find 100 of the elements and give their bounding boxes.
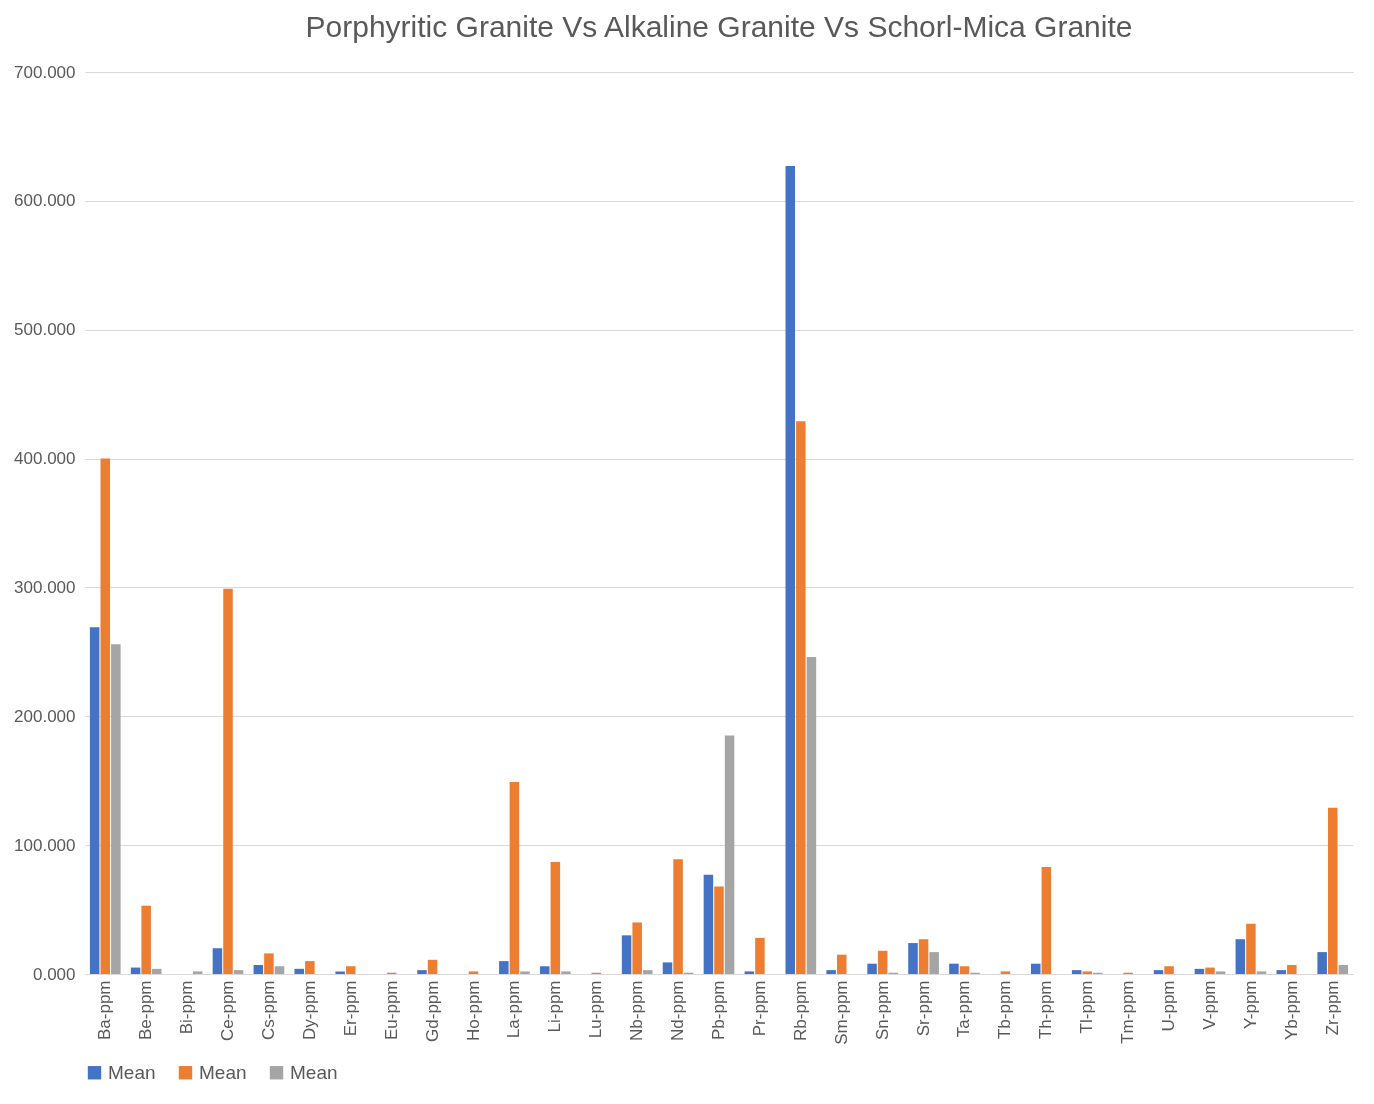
x-tick-label: Ho-ppm (463, 980, 483, 1041)
bar (959, 966, 970, 974)
bar (141, 905, 151, 974)
bar (877, 950, 888, 974)
x-tick-label: Pr-ppm (749, 980, 769, 1037)
bar (918, 939, 929, 974)
bar (1164, 966, 1174, 974)
bar (520, 971, 530, 974)
bar (1153, 970, 1164, 974)
y-tick-label: 100.000 (14, 835, 76, 855)
bar (561, 971, 571, 974)
bar (796, 421, 806, 974)
bar (1030, 963, 1041, 974)
x-tick-label: V-ppm (1200, 980, 1219, 1030)
bar (621, 935, 632, 974)
bar (1071, 970, 1082, 974)
bar (345, 966, 356, 974)
x-tick-label: Sr-ppm (913, 980, 933, 1037)
x-tick-label: Tm-ppm (1118, 980, 1138, 1044)
x-tick-label: Nd-ppm (668, 980, 688, 1041)
x-tick-label: Nb-ppm (627, 980, 647, 1041)
bar (151, 968, 162, 974)
bar (1194, 968, 1205, 974)
bar (1276, 970, 1287, 974)
bar (714, 886, 724, 974)
bar (755, 937, 765, 974)
bar (1205, 967, 1215, 974)
x-tick-label: Be-ppm (136, 980, 156, 1041)
x-tick-label: Sm-ppm (831, 980, 851, 1045)
y-tick-label: 300.000 (14, 577, 76, 597)
bar (1000, 971, 1011, 974)
bar (1235, 939, 1246, 974)
bar (294, 968, 305, 974)
bar (264, 953, 274, 974)
x-tick-label: Rb-ppm (790, 980, 810, 1041)
bar (836, 954, 847, 974)
bar (867, 963, 877, 974)
x-tick-label: Lu-ppm (586, 980, 606, 1039)
bar (724, 735, 735, 974)
bar (274, 966, 285, 974)
bar (233, 970, 244, 974)
bar (100, 458, 111, 974)
legend-label: Mean (108, 1061, 156, 1083)
x-tick-label: Er-ppm (340, 980, 360, 1037)
legend-label: Mean (290, 1061, 338, 1083)
x-tick-label: Gd-ppm (422, 980, 442, 1042)
bar (949, 963, 959, 974)
bar (468, 971, 479, 974)
x-tick-label: Ta-ppm (954, 980, 974, 1038)
legend-label: Mean (199, 1061, 247, 1083)
bar (509, 782, 520, 974)
bar (673, 859, 683, 974)
bar (785, 166, 796, 974)
x-tick-label: Tb-ppm (995, 980, 1015, 1040)
bar (1327, 807, 1338, 974)
x-tick-label: Ba-ppm (95, 980, 115, 1041)
x-tick-label: Eu-ppm (381, 980, 401, 1041)
x-tick-label: Ce-ppm (218, 980, 237, 1041)
bar (89, 627, 100, 974)
y-tick-label: 700.000 (14, 62, 76, 82)
x-tick-label: Th-ppm (1036, 980, 1056, 1040)
bar (642, 970, 653, 974)
x-tick-label: Bi-ppm (177, 980, 197, 1035)
x-tick-label: Y-ppm (1240, 980, 1260, 1030)
bar (1246, 923, 1256, 974)
bar (223, 588, 233, 974)
bar (539, 966, 550, 974)
y-tick-label: 500.000 (14, 320, 76, 340)
bar (192, 971, 203, 974)
x-tick-label: Sn-ppm (872, 980, 892, 1041)
x-tick-label: Cs-ppm (258, 980, 278, 1041)
x-tick-label: Dy-ppm (299, 980, 319, 1041)
x-tick-label: La-ppm (504, 980, 524, 1039)
x-tick-label: Yb-ppm (1281, 980, 1301, 1041)
bar (662, 962, 673, 974)
bar (550, 861, 561, 974)
bar (929, 952, 939, 974)
bar (1256, 971, 1267, 974)
bar (1317, 952, 1327, 974)
bar (908, 943, 918, 974)
bar (335, 971, 345, 974)
bar (632, 922, 642, 974)
chart-title: Porphyritic Granite Vs Alkaline Granite Vs Schorl-Mica Granite (305, 10, 1133, 43)
bar (1215, 971, 1226, 974)
bar (253, 964, 264, 974)
bar (1287, 964, 1297, 974)
bar (111, 644, 121, 974)
y-tick-label: 200.000 (14, 706, 76, 726)
bar (427, 959, 438, 974)
bar (417, 970, 427, 974)
bar (826, 970, 836, 974)
bar (499, 961, 509, 974)
x-tick-label: Tl-ppm (1077, 980, 1097, 1034)
bar (212, 948, 223, 974)
x-tick-label: Pb-ppm (709, 980, 728, 1041)
x-tick-label: Zr-ppm (1322, 980, 1342, 1036)
y-tick-label: 400.000 (14, 449, 76, 469)
bar (703, 874, 714, 974)
bar (1041, 867, 1052, 974)
y-tick-label: 600.000 (14, 191, 76, 211)
